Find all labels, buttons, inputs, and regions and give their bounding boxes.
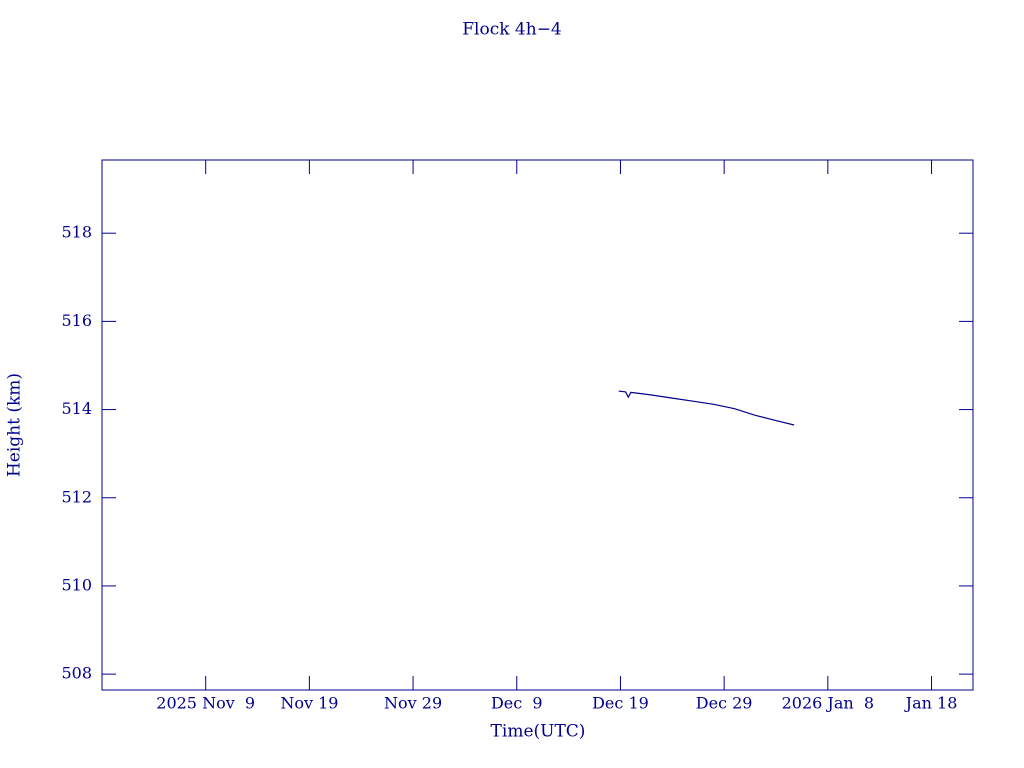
x-tick-label: Dec 9 xyxy=(491,694,543,713)
y-axis-label: Height (km) xyxy=(5,373,25,477)
y-tick-label: 516 xyxy=(61,311,92,330)
x-tick-label: Dec 19 xyxy=(592,694,649,713)
x-tick-label: Jan 18 xyxy=(904,694,958,713)
y-tick-label: 514 xyxy=(61,399,92,418)
chart-title: Flock 4h−4 xyxy=(462,20,562,40)
data-line xyxy=(618,390,795,426)
plot-frame xyxy=(101,159,974,691)
y-tick-label: 510 xyxy=(61,575,92,594)
y-tick-label: 508 xyxy=(61,664,92,683)
x-tick-label: Nov 19 xyxy=(280,694,338,713)
x-tick-label: 2026 Jan 8 xyxy=(782,694,874,713)
x-axis-label: Time(UTC) xyxy=(491,722,586,742)
x-tick-label: 2025 Nov 9 xyxy=(156,694,255,713)
x-tick-label: Dec 29 xyxy=(696,694,753,713)
y-tick-label: 512 xyxy=(61,487,92,506)
y-tick-label: 518 xyxy=(61,223,92,242)
x-tick-label: Nov 29 xyxy=(384,694,442,713)
